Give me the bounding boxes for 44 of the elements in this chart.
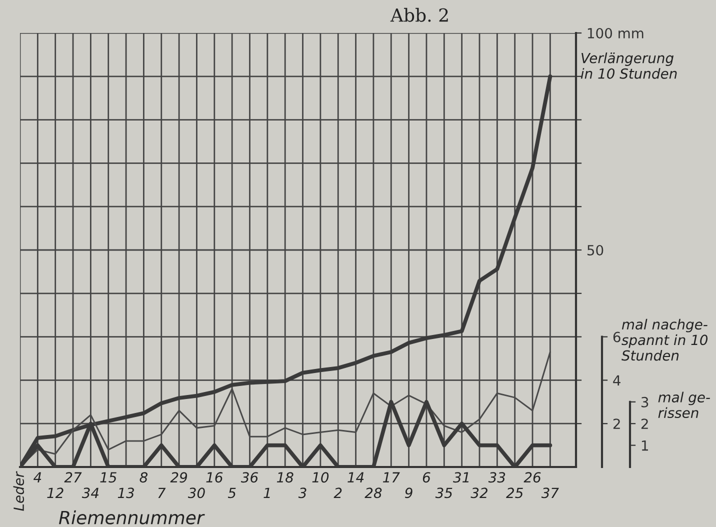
- x-tick-label: 15: [100, 472, 116, 483]
- x-tick-label: 7: [158, 488, 166, 498]
- y2-tick-label: 2: [613, 418, 620, 429]
- x-tick-label: 30: [188, 488, 205, 498]
- y3-axis-title: mal ge- rissen: [658, 392, 710, 418]
- x-tick-label: 14: [348, 472, 364, 482]
- x-tick-label: 25: [506, 488, 523, 498]
- x-tick-label: 29: [170, 472, 188, 483]
- x-tick-label: 16: [206, 472, 223, 483]
- x-tick-label: Leder: [13, 471, 24, 511]
- text: Verlängerung in 10 Stunden: [580, 52, 677, 79]
- x-tick-label: 12: [47, 488, 64, 498]
- x-tick-label: 26: [524, 472, 541, 483]
- x-tick-label: 13: [118, 488, 134, 498]
- x-tick-label: 1: [264, 488, 270, 498]
- x-tick-label: 27: [64, 472, 82, 482]
- y3-tick-label: 1: [642, 440, 648, 451]
- x-tick-label: 3: [298, 488, 306, 498]
- x-tick-label: 9: [404, 488, 412, 498]
- x-tick-label: 32: [470, 488, 488, 498]
- y2-axis-title: mal nachge- spannt in 10 Stunden: [622, 318, 708, 361]
- y2-tick-label: 4: [613, 375, 620, 386]
- x-tick-label: 17: [382, 472, 400, 482]
- x-tick-label: 4: [34, 472, 42, 482]
- x-tick-label: 35: [435, 488, 452, 498]
- y-tick-label: 50: [587, 244, 604, 256]
- y3-tick-label: 2: [641, 418, 648, 429]
- x-tick-label: 18: [276, 472, 294, 483]
- x-axis-title: Riemennummer: [58, 510, 205, 524]
- x-tick-label: 37: [541, 488, 559, 498]
- x-tick-label: 34: [82, 488, 99, 498]
- x-tick-label: 33: [488, 472, 506, 483]
- x-tick-label: 8: [140, 472, 148, 483]
- x-tick-label: 28: [364, 488, 382, 498]
- chart-title: Abb. 2: [390, 8, 448, 22]
- x-tick-label: 36: [240, 472, 258, 483]
- x-tick-label: 10: [312, 472, 329, 483]
- y3-tick-label: 3: [641, 396, 648, 408]
- x-tick-label: 2: [334, 488, 342, 498]
- y2-tick-label: 6: [613, 332, 620, 342]
- x-tick-label: 6: [422, 472, 430, 483]
- x-tick-label: 5: [228, 488, 236, 498]
- x-tick-label: 31: [453, 472, 469, 483]
- y-tick-label: 100 mm: [588, 28, 644, 38]
